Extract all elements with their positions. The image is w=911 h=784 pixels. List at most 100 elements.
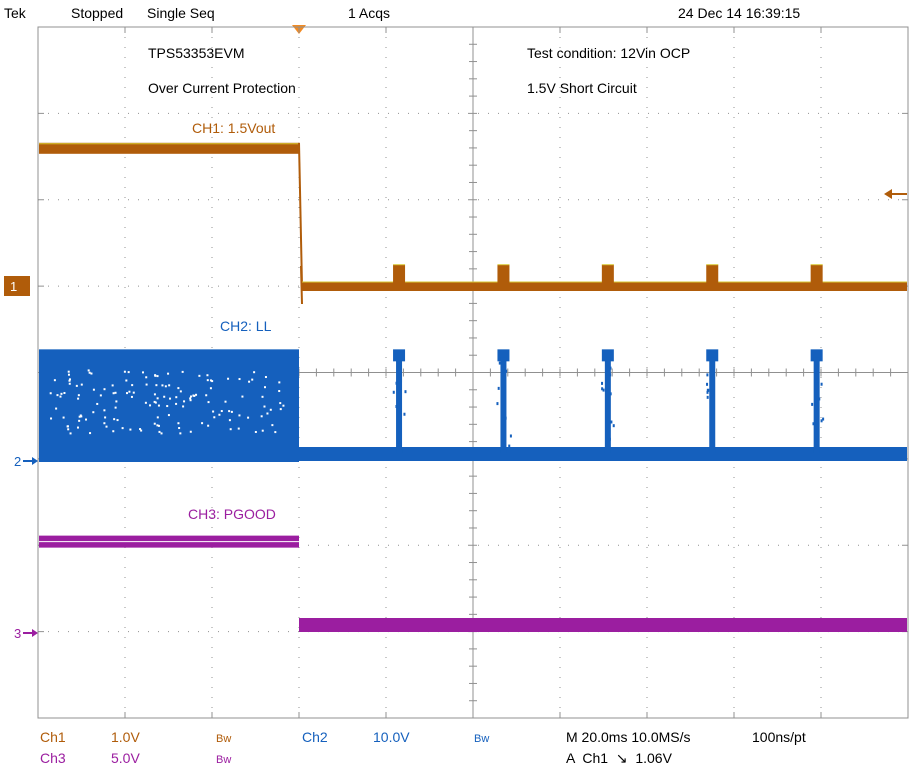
- ch2-noise-dot: [68, 378, 71, 381]
- ch2-noise-dot: [264, 376, 267, 379]
- ch2-noise-dot: [103, 388, 106, 391]
- ch2-noise-dot: [96, 402, 99, 405]
- ch2-burst-noise: [610, 420, 613, 424]
- ch2-noise-dot: [168, 384, 171, 387]
- ch2-noise-dot: [142, 371, 145, 374]
- ch2-noise-dot: [116, 419, 119, 422]
- ch2-noise-dot: [114, 391, 117, 394]
- ch2-burst-spike: [396, 357, 403, 453]
- ch2-noise-dot: [220, 410, 223, 413]
- ch2-noise-dot: [103, 409, 106, 412]
- ch2-noise-dot: [238, 414, 241, 417]
- ch2-noise-dot: [105, 425, 108, 428]
- ch2-noise-dot: [156, 397, 159, 400]
- ch2-burst-noise: [612, 424, 615, 428]
- ch2-noise-dot: [279, 408, 282, 411]
- ch2-burst-noise: [822, 417, 825, 421]
- ch2-noise-dot: [90, 372, 93, 375]
- ch2-noise-dot: [53, 379, 56, 382]
- ch2-burst-noise: [706, 373, 709, 377]
- ch2-noise-dot: [67, 370, 70, 373]
- acquisition-mode: Single Seq: [147, 5, 215, 21]
- ch2-noise-dot: [278, 390, 281, 393]
- ch2-noise-dot: [163, 395, 166, 398]
- ch1-ground-marker[interactable]: 1: [4, 276, 37, 296]
- ch2-noise-dot: [271, 424, 274, 427]
- ch2-noise-dot: [224, 400, 227, 403]
- ch2-noise-dot: [207, 401, 210, 404]
- ch2-burst-noise: [811, 402, 814, 406]
- ch2-switching-block: [39, 349, 299, 462]
- ch2-noise-dot: [67, 373, 70, 376]
- ch2-noise-dot: [209, 379, 212, 382]
- ch1-fall-edge: [298, 142, 303, 287]
- ch2-noise-dot: [144, 401, 147, 404]
- ch3-ground-marker[interactable]: 3: [14, 626, 38, 641]
- ch2-burst-noise: [503, 369, 506, 373]
- ch2-noise-dot: [269, 408, 272, 411]
- ch3-trace-label: CH3: PGOOD: [188, 506, 276, 522]
- ch2-burst-noise: [609, 392, 612, 396]
- ch2-noise-dot: [218, 413, 221, 416]
- ch2-noise-dot: [139, 428, 142, 431]
- ch2-burst-noise: [816, 433, 819, 437]
- ch1-hiccup-pulse: [706, 264, 719, 286]
- ch2-noise-dot: [140, 429, 143, 432]
- ch2-burst-noise: [609, 366, 612, 370]
- ch2-noise-dot: [112, 392, 115, 395]
- ch2-noise-dot: [198, 374, 201, 377]
- ch2-noise-dot: [132, 391, 135, 394]
- ch2-noise-dot: [238, 378, 241, 381]
- ch2-burst-noise: [398, 387, 401, 391]
- ch2-noise-dot: [206, 379, 209, 382]
- ch2-noise-dot: [207, 424, 210, 427]
- ch2-bandwidth-limit: Bw: [474, 733, 489, 745]
- ch2-burst-noise: [601, 381, 604, 385]
- acquisition-state: Stopped: [71, 5, 123, 21]
- ch2-burst-noise: [398, 374, 401, 378]
- ch2-noise-dot: [263, 386, 266, 389]
- ch2-noise-dot: [241, 395, 244, 398]
- ch2-noise-dot: [175, 402, 178, 405]
- ch2-noise-dot: [189, 430, 192, 433]
- ch2-noise-dot: [195, 393, 198, 396]
- ch2-noise-dot: [177, 387, 180, 390]
- ch2-noise-dot: [80, 383, 83, 386]
- ch2-noise-dot: [89, 432, 92, 435]
- ch1-bandwidth-limit: Bw: [216, 733, 231, 745]
- ch2-noise-dot: [55, 407, 58, 410]
- ch2-noise-dot: [253, 371, 256, 374]
- ch2-burst-noise: [400, 379, 403, 383]
- ch2-noise-dot: [274, 431, 277, 434]
- ch3-low-band: [299, 618, 907, 632]
- ch2-noise-dot: [206, 374, 209, 377]
- ch2-noise-dot: [157, 404, 160, 407]
- ch2-noise-dot: [66, 425, 69, 428]
- ch2-noise-dot: [209, 387, 212, 390]
- ch2-noise-dot: [248, 380, 251, 383]
- ch2-noise-dot: [145, 376, 148, 379]
- ch2-noise-dot: [192, 394, 195, 397]
- ch2-burst-noise: [711, 404, 714, 408]
- ch2-noise-dot: [127, 371, 130, 374]
- ch1-fall-spike: [300, 265, 303, 305]
- ch2-noise-dot: [260, 415, 263, 418]
- ch2-noise-dot: [123, 370, 126, 373]
- ch2-noise-dot: [160, 432, 163, 435]
- ch2-noise-dot: [228, 419, 231, 422]
- ch2-noise-dot: [153, 400, 156, 403]
- ch2-noise-dot: [156, 424, 159, 427]
- ch2-burst-noise: [815, 380, 818, 384]
- ch2-noise-dot: [85, 418, 88, 421]
- ch2-noise-dot: [130, 395, 133, 398]
- ch2-burst-noise: [706, 388, 709, 392]
- ch2-noise-dot: [229, 428, 232, 431]
- ch2-noise-dot: [230, 410, 233, 413]
- ch2-noise-dot: [201, 422, 204, 425]
- ch2-noise-dot: [213, 416, 216, 419]
- ch2-name: Ch2: [302, 729, 328, 745]
- ch2-noise-dot: [154, 401, 157, 404]
- ch2-ground-marker[interactable]: 2: [14, 454, 38, 469]
- ch2-noise-dot: [166, 405, 169, 408]
- ch2-burst-noise: [396, 443, 399, 447]
